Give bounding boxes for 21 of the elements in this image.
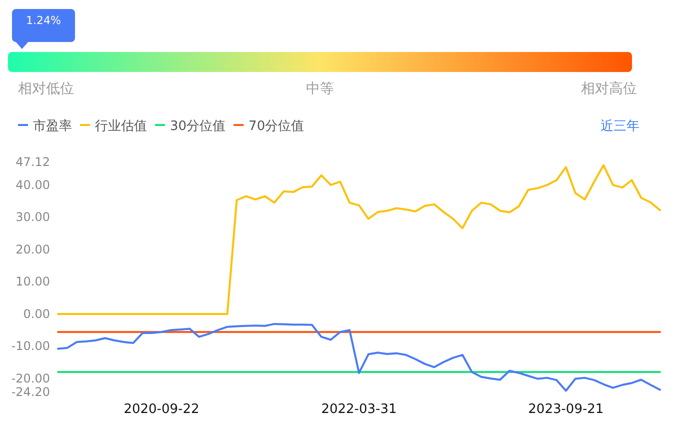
y-tick-label: 10.00	[16, 274, 50, 289]
legend-label: 70分位值	[248, 119, 304, 134]
text: 相对低位	[18, 81, 74, 97]
y-tick-label: -20.00	[11, 371, 50, 386]
y-tick-label: 20.00	[16, 242, 50, 256]
y-tick-label: 0.00	[23, 306, 50, 321]
data-label: 1.24%	[26, 14, 61, 27]
text: 中等	[306, 81, 334, 97]
x-tick-label: 2023-09-21	[528, 402, 604, 417]
legend-label: 市盈率	[33, 118, 72, 134]
text: 相对高位	[581, 81, 637, 97]
x-tick-label: 2020-09-22	[124, 402, 200, 417]
y-tick-label: 40.00	[16, 178, 50, 192]
text: 近三年	[600, 119, 640, 134]
legend-label: 行业估值	[95, 119, 147, 134]
y-tick-label: 47.12	[16, 155, 50, 169]
y-tick-label: 30.00	[16, 210, 50, 224]
y-tick-label: -10.00	[11, 339, 50, 354]
y-tick-label: -24.20	[11, 385, 50, 399]
x-tick-label: 2022-03-31	[321, 402, 397, 417]
legend-label: 30分位值	[170, 119, 226, 134]
